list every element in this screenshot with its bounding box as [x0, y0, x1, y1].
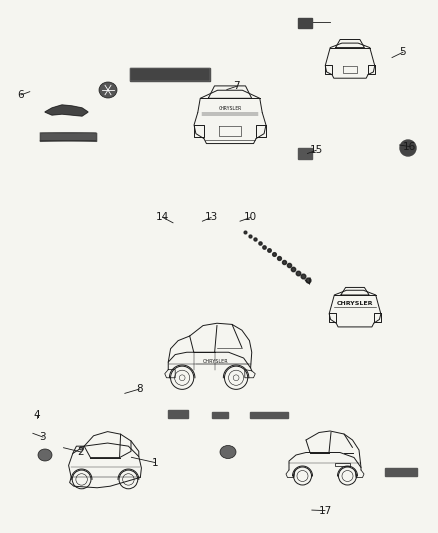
Text: 7: 7 — [233, 82, 240, 91]
Text: 10: 10 — [244, 213, 257, 222]
Ellipse shape — [38, 449, 52, 461]
Bar — [250, 412, 288, 418]
Text: CHRYSLER: CHRYSLER — [337, 301, 373, 306]
Text: 14: 14 — [156, 213, 170, 222]
Text: 17: 17 — [318, 506, 332, 515]
Polygon shape — [45, 105, 88, 116]
Bar — [335, 463, 350, 466]
Bar — [168, 410, 188, 418]
Text: 16: 16 — [403, 142, 416, 151]
Ellipse shape — [220, 446, 236, 458]
Text: 15: 15 — [310, 146, 323, 155]
Bar — [298, 148, 312, 159]
Text: 3: 3 — [39, 432, 46, 442]
Text: 2: 2 — [78, 447, 85, 457]
Bar — [385, 468, 417, 476]
Text: 1: 1 — [152, 458, 159, 467]
Bar — [130, 68, 210, 81]
Text: 6: 6 — [18, 90, 25, 100]
Circle shape — [400, 140, 416, 156]
Bar — [298, 18, 312, 28]
Text: 13: 13 — [205, 213, 218, 222]
Bar — [212, 412, 228, 418]
Ellipse shape — [99, 82, 117, 98]
Ellipse shape — [80, 447, 84, 450]
Bar — [130, 68, 210, 81]
Text: 5: 5 — [399, 47, 406, 57]
Text: CHRYSLER: CHRYSLER — [219, 107, 241, 111]
Text: 8: 8 — [136, 384, 143, 394]
Text: 4: 4 — [34, 410, 41, 419]
Text: CHRYSLER: CHRYSLER — [203, 359, 229, 364]
